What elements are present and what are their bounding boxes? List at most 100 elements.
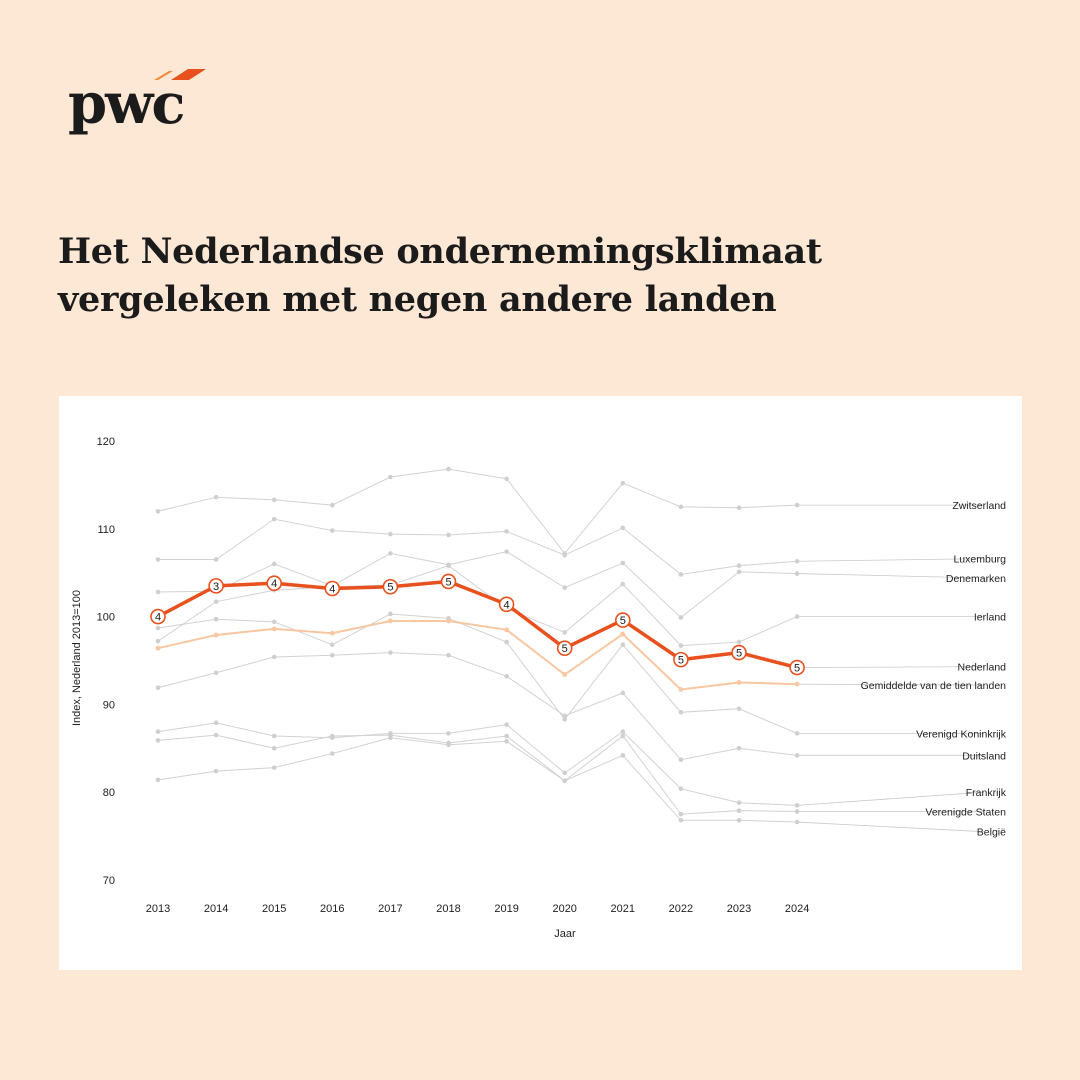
point-verenigd-koninkrijk xyxy=(678,710,684,715)
rank-marker-circle xyxy=(150,608,166,625)
point-verenigde-staten xyxy=(678,811,684,817)
y-axis-label: Index, Nederland 2013=100 xyxy=(71,590,83,726)
x-tick-label: 2021 xyxy=(611,903,635,915)
end-label-verenigd-koninkrijk: Verenigd Koninkrijk xyxy=(916,728,1007,740)
rank-marker-circle xyxy=(556,640,573,657)
point-luxemburg xyxy=(213,557,219,562)
point-zwitserland xyxy=(155,508,161,514)
end-label-belgie: België xyxy=(977,827,1006,839)
series-verenigd-koninkrijk xyxy=(155,611,800,736)
point-gemiddelde-van-de-tien-landen xyxy=(446,618,451,624)
point-ierland xyxy=(736,639,742,645)
y-axis-ticks: 70 80 90 100 110 120 xyxy=(97,436,115,887)
point-gemiddelde-van-de-tien-landen xyxy=(736,680,742,685)
series-belgie xyxy=(155,735,800,825)
point-verenigd-koninkrijk xyxy=(620,642,626,647)
point-belgie xyxy=(388,735,393,741)
point-frankrijk xyxy=(504,722,509,727)
rank-marker-circle xyxy=(324,580,341,597)
leader-line-luxemburg xyxy=(797,558,985,562)
point-belgie xyxy=(504,738,509,744)
line-ierland xyxy=(157,565,798,647)
rank-marker: 4 xyxy=(150,608,166,625)
point-verenigde-staten xyxy=(794,809,800,814)
y-tick-label: 90 xyxy=(103,699,115,711)
point-luxemburg xyxy=(794,558,800,564)
series-zwitserland xyxy=(155,466,800,556)
point-gemiddelde-van-de-tien-landen xyxy=(155,645,161,651)
point-luxemburg xyxy=(271,516,277,522)
rank-label: 3 xyxy=(213,581,219,593)
line-denemarken xyxy=(157,551,798,619)
point-frankrijk xyxy=(562,770,567,776)
point-duitsland xyxy=(678,757,684,763)
series-other-countries xyxy=(155,466,800,825)
point-zwitserland xyxy=(736,505,742,511)
point-duitsland xyxy=(271,654,277,660)
point-verenigde-staten xyxy=(504,733,509,739)
point-belgie xyxy=(155,777,161,783)
leader-line-denemarken xyxy=(797,573,985,579)
point-duitsland xyxy=(330,652,335,658)
point-verenigd-koninkrijk xyxy=(155,625,161,631)
point-verenigde-staten xyxy=(271,746,277,751)
point-verenigd-koninkrijk xyxy=(330,642,335,647)
point-ierland xyxy=(620,581,626,587)
chart-card: 70 80 90 100 110 120 2013 2014 2015 2016 2017 2018… xyxy=(59,396,1022,970)
rank-label: 4 xyxy=(155,612,161,624)
point-denemarken xyxy=(620,560,626,566)
point-verenigde-staten xyxy=(620,733,626,739)
point-ierland xyxy=(678,643,684,648)
series-end-labels: Zwitserland Luxemburg Denemarken Ierland Ned… xyxy=(861,500,1007,839)
x-tick-label: 2016 xyxy=(320,903,344,915)
point-luxemburg xyxy=(155,557,161,562)
point-verenigd-koninkrijk xyxy=(213,616,219,622)
point-luxemburg xyxy=(388,531,393,537)
point-denemarken xyxy=(678,615,684,620)
rank-label: 5 xyxy=(387,582,393,594)
point-frankrijk xyxy=(155,729,161,734)
point-duitsland xyxy=(562,713,567,719)
point-duitsland xyxy=(736,746,742,751)
point-belgie xyxy=(213,768,219,774)
page-title: Het Nederlandse ondernemingsklimaat verg… xyxy=(58,231,822,320)
point-ierland xyxy=(446,563,451,568)
point-verenigd-koninkrijk xyxy=(271,619,277,625)
rank-label: 5 xyxy=(794,663,800,675)
point-verenigd-koninkrijk xyxy=(562,717,567,722)
point-zwitserland xyxy=(388,474,393,480)
y-tick-label: 110 xyxy=(97,524,115,536)
point-denemarken xyxy=(155,589,161,595)
rank-label: 4 xyxy=(329,584,335,596)
point-ierland xyxy=(155,638,161,644)
rank-marker-circle xyxy=(266,575,282,592)
point-verenigd-koninkrijk xyxy=(504,639,509,645)
point-zwitserland xyxy=(271,497,277,503)
rank-marker: 4 xyxy=(266,575,282,592)
point-duitsland xyxy=(504,674,509,679)
point-verenigde-staten xyxy=(213,732,219,738)
point-zwitserland xyxy=(678,504,684,510)
rank-marker: 5 xyxy=(614,612,631,628)
end-label-luxemburg: Luxemburg xyxy=(953,554,1006,566)
point-luxemburg xyxy=(678,572,684,577)
rank-marker: 3 xyxy=(208,578,224,594)
line-chart: 70 80 90 100 110 120 2013 2014 2015 2016 2017 2018… xyxy=(71,436,1007,940)
rank-marker: 4 xyxy=(324,580,341,597)
logo-wordmark: pwc xyxy=(68,71,185,137)
rank-label: 5 xyxy=(620,615,626,627)
rank-marker: 5 xyxy=(789,659,805,676)
line-belgie xyxy=(157,737,798,823)
point-ierland xyxy=(562,630,567,635)
rank-marker-circle xyxy=(440,573,457,590)
series-nederland: 4 3 4 4 5 5 4 5 5 5 5 5 xyxy=(150,573,805,676)
point-verenigd-koninkrijk xyxy=(388,611,393,617)
point-zwitserland xyxy=(794,502,800,508)
point-gemiddelde-van-de-tien-landen xyxy=(620,631,626,637)
point-frankrijk xyxy=(794,803,800,808)
line-frankrijk xyxy=(157,722,798,806)
series-duitsland xyxy=(155,650,800,763)
rank-marker-circle xyxy=(382,578,399,595)
point-luxemburg xyxy=(504,529,509,534)
point-denemarken xyxy=(504,549,509,554)
